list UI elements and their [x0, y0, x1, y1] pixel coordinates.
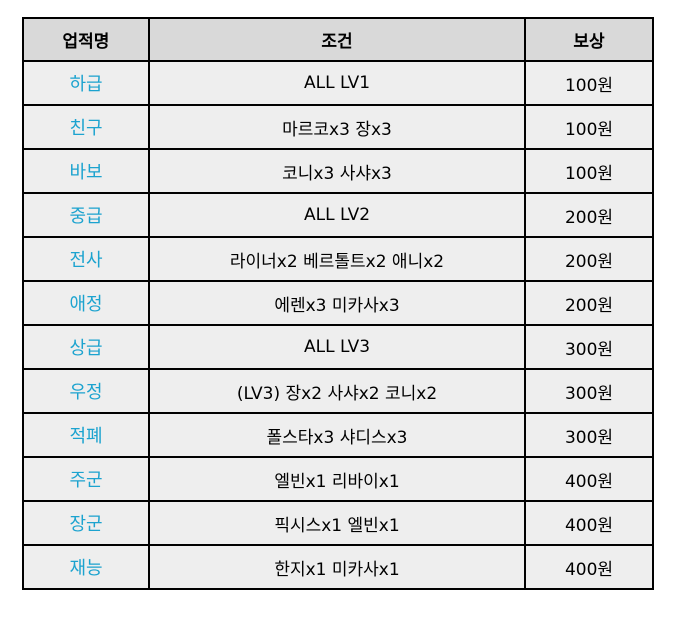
reward-cell: 100원	[524, 104, 654, 150]
table-row: 재능 한지x1 미카사x1 400원	[22, 544, 654, 590]
table-row: 적폐 폴스타x3 샤디스x3 300원	[22, 412, 654, 458]
achievement-name-cell: 친구	[22, 104, 150, 150]
condition-cell: ALL LV2	[148, 192, 526, 238]
reward-cell: 400원	[524, 456, 654, 502]
condition-cell: 픽시스x1 엘빈x1	[148, 500, 526, 546]
table-row: 전사 라이너x2 베르톨트x2 애니x2 200원	[22, 236, 654, 282]
achievement-name-cell: 애정	[22, 280, 150, 326]
achievement-name-cell: 바보	[22, 148, 150, 194]
reward-cell: 100원	[524, 148, 654, 194]
achievement-name-cell: 장군	[22, 500, 150, 546]
reward-cell: 200원	[524, 192, 654, 238]
table-row: 주군 엘빈x1 리바이x1 400원	[22, 456, 654, 502]
achievement-table: 업적명 조건 보상 하급 ALL LV1 100원 친구 마르코x3 장x3 100원 바보…	[22, 17, 654, 590]
achievement-name-cell: 상급	[22, 324, 150, 370]
condition-cell: 마르코x3 장x3	[148, 104, 526, 150]
table-row: 장군 픽시스x1 엘빈x1 400원	[22, 500, 654, 546]
achievement-name-cell: 중급	[22, 192, 150, 238]
reward-cell: 200원	[524, 236, 654, 282]
achievement-name-cell: 재능	[22, 544, 150, 590]
table-row: 우정 (LV3) 장x2 사샤x2 코니x2 300원	[22, 368, 654, 414]
achievement-name-cell: 주군	[22, 456, 150, 502]
table-row: 하급 ALL LV1 100원	[22, 60, 654, 106]
header-condition: 조건	[148, 17, 526, 62]
table-row: 중급 ALL LV2 200원	[22, 192, 654, 238]
condition-cell: 에렌x3 미카사x3	[148, 280, 526, 326]
achievement-name-cell: 우정	[22, 368, 150, 414]
reward-cell: 300원	[524, 368, 654, 414]
header-reward: 보상	[524, 17, 654, 62]
condition-cell: 폴스타x3 샤디스x3	[148, 412, 526, 458]
reward-cell: 400원	[524, 500, 654, 546]
reward-cell: 400원	[524, 544, 654, 590]
condition-cell: 한지x1 미카사x1	[148, 544, 526, 590]
condition-cell: 코니x3 사샤x3	[148, 148, 526, 194]
table-row: 친구 마르코x3 장x3 100원	[22, 104, 654, 150]
condition-cell: ALL LV3	[148, 324, 526, 370]
reward-cell: 300원	[524, 412, 654, 458]
condition-cell: (LV3) 장x2 사샤x2 코니x2	[148, 368, 526, 414]
reward-cell: 100원	[524, 60, 654, 106]
table-header-row: 업적명 조건 보상	[22, 17, 654, 62]
condition-cell: 엘빈x1 리바이x1	[148, 456, 526, 502]
table-body: 하급 ALL LV1 100원 친구 마르코x3 장x3 100원 바보 코니x3 사샤x3 1…	[22, 60, 654, 590]
reward-cell: 300원	[524, 324, 654, 370]
header-achievement-name: 업적명	[22, 17, 150, 62]
table-row: 애정 에렌x3 미카사x3 200원	[22, 280, 654, 326]
achievement-name-cell: 하급	[22, 60, 150, 106]
condition-cell: ALL LV1	[148, 60, 526, 106]
condition-cell: 라이너x2 베르톨트x2 애니x2	[148, 236, 526, 282]
achievement-name-cell: 전사	[22, 236, 150, 282]
table-row: 상급 ALL LV3 300원	[22, 324, 654, 370]
reward-cell: 200원	[524, 280, 654, 326]
achievement-name-cell: 적폐	[22, 412, 150, 458]
table-row: 바보 코니x3 사샤x3 100원	[22, 148, 654, 194]
